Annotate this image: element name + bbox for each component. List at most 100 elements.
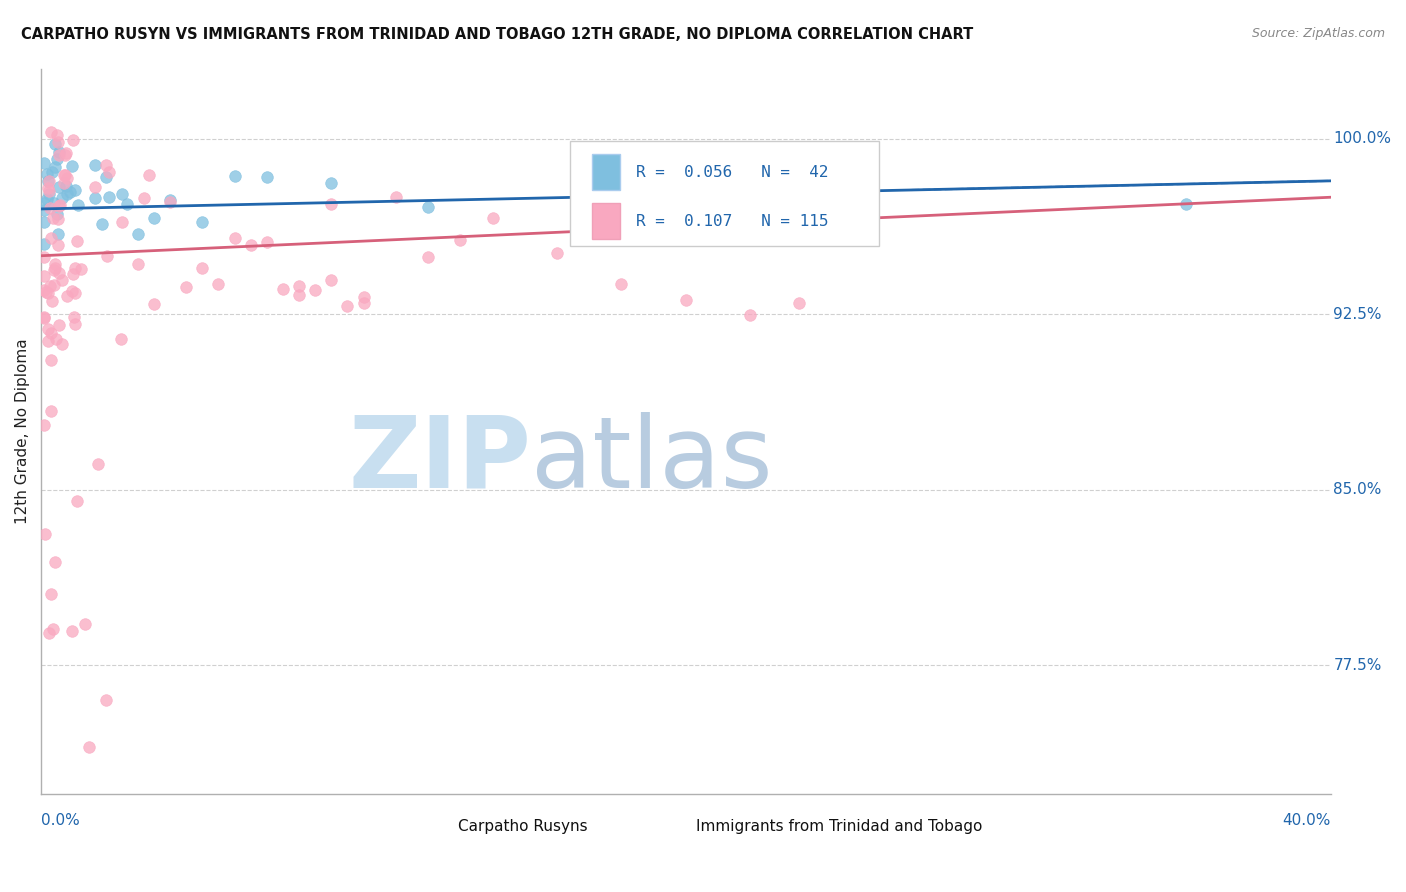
Point (52, 176, 75, 190)
Point (34, 417, 56, 432)
Point (449, 233, 471, 247)
Point (546, 246, 568, 260)
Point (39, 231, 62, 245)
Point (97, 165, 120, 179)
Point (191, 260, 214, 275)
Point (53, 148, 76, 162)
Point (48, 266, 70, 280)
Point (44, 277, 66, 292)
Point (38, 186, 60, 201)
Point (49, 198, 72, 212)
Point (94, 169, 117, 184)
Y-axis label: 12th Grade, No Diploma: 12th Grade, No Diploma (15, 338, 30, 524)
Point (39, 352, 62, 367)
Text: R =  0.056   N =  42: R = 0.056 N = 42 (636, 165, 828, 179)
Point (46, 227, 69, 241)
Point (79, 740, 101, 755)
Point (39, 125, 62, 139)
Point (56, 171, 79, 186)
Point (110, 332, 132, 346)
Point (45, 207, 67, 221)
Point (48, 179, 70, 194)
Point (111, 186, 134, 201)
Text: 77.5%: 77.5% (1333, 657, 1382, 673)
Point (63, 317, 86, 331)
Point (159, 193, 181, 207)
Point (97, 190, 120, 204)
Point (304, 283, 326, 297)
Point (256, 235, 278, 249)
Point (38, 174, 60, 188)
Point (66, 198, 89, 212)
Point (39, 587, 62, 601)
Point (41, 165, 63, 179)
Point (224, 169, 246, 183)
Point (84, 191, 107, 205)
Point (191, 215, 214, 229)
Point (34, 236, 56, 251)
Point (34, 527, 56, 541)
Point (34, 250, 56, 264)
Point (35, 285, 58, 300)
Point (48, 147, 70, 161)
Text: atlas: atlas (531, 412, 773, 508)
Point (55, 146, 77, 161)
Point (117, 196, 139, 211)
Text: 0.0%: 0.0% (41, 813, 80, 828)
Point (51, 336, 73, 351)
Point (96, 249, 118, 263)
FancyBboxPatch shape (592, 154, 620, 190)
Point (37, 174, 59, 188)
Point (37, 321, 59, 335)
Point (38, 184, 60, 198)
Point (63, 260, 86, 275)
Point (39, 403, 62, 417)
Point (48, 198, 70, 212)
Point (51, 273, 73, 287)
Point (416, 200, 439, 214)
Point (321, 273, 343, 287)
Point (44, 161, 66, 175)
Point (62, 159, 84, 173)
Text: Immigrants from Trinidad and Tobago: Immigrants from Trinidad and Tobago (696, 819, 983, 834)
Point (34, 268, 56, 283)
Point (271, 282, 294, 296)
Point (84, 158, 107, 172)
Point (66, 493, 89, 508)
Point (111, 215, 134, 229)
Point (321, 196, 343, 211)
Point (46, 212, 69, 227)
Point (60, 624, 83, 638)
Point (42, 622, 65, 636)
Point (44, 262, 66, 277)
Point (55, 289, 77, 303)
Point (787, 295, 810, 310)
Point (65, 183, 87, 197)
Point (90, 217, 112, 231)
Point (34, 155, 56, 169)
Point (159, 195, 181, 210)
Text: 85.0%: 85.0% (1333, 483, 1382, 497)
FancyBboxPatch shape (569, 141, 879, 246)
Point (55, 179, 77, 194)
Point (45, 153, 67, 167)
Point (138, 168, 160, 182)
Point (207, 277, 229, 292)
Point (224, 230, 246, 244)
Point (39, 201, 62, 215)
Point (610, 277, 633, 292)
Point (353, 295, 375, 310)
Point (416, 251, 439, 265)
Point (37, 334, 59, 348)
Point (34, 310, 56, 325)
Point (55, 187, 77, 202)
Point (94, 693, 117, 707)
Point (288, 287, 311, 301)
Point (53, 168, 76, 182)
Point (353, 290, 375, 304)
Point (41, 293, 63, 308)
Point (63, 310, 86, 324)
Text: CARPATHO RUSYN VS IMMIGRANTS FROM TRINIDAD AND TOBAGO 12TH GRADE, NO DIPLOMA COR: CARPATHO RUSYN VS IMMIGRANTS FROM TRINID… (21, 27, 973, 42)
Point (41, 211, 63, 226)
Point (740, 308, 762, 322)
